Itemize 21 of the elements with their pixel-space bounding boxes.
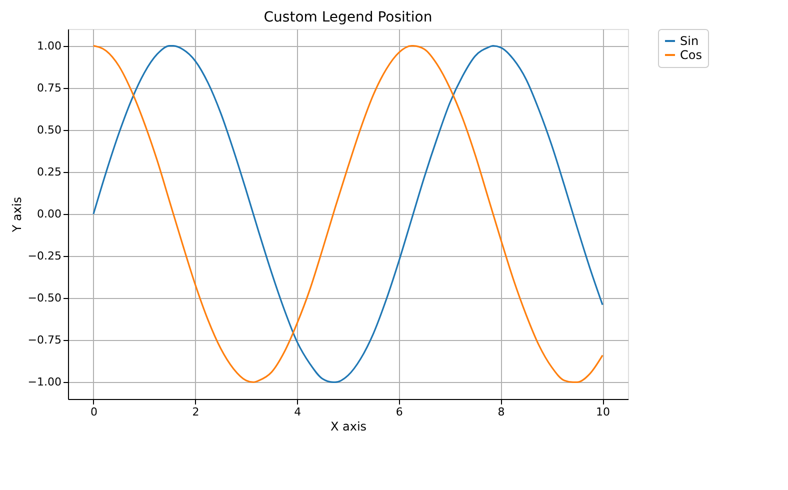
legend-label: Cos — [680, 48, 702, 62]
y-tick-label: 0.00 — [37, 208, 62, 220]
legend-label: Sin — [680, 34, 699, 48]
y-tick-label: −1.00 — [28, 376, 62, 389]
x-tick-label: 6 — [396, 406, 403, 418]
y-tick-label: 0.25 — [37, 165, 62, 178]
line-series — [92, 45, 604, 383]
x-tick-label: 4 — [294, 406, 302, 418]
chart-title: Custom Legend Position — [264, 10, 432, 26]
y-tick-label: −0.50 — [28, 292, 62, 305]
x-tick-label: 0 — [90, 406, 98, 418]
x-tick-label: 8 — [498, 406, 505, 418]
y-tick-label: 0.75 — [37, 81, 62, 94]
x-axis-title: X axis — [330, 420, 367, 434]
y-tick-label: 1.00 — [37, 39, 62, 52]
y-tick-label: −0.75 — [28, 334, 62, 347]
y-tick-label: 0.50 — [37, 123, 62, 136]
y-tick-label: −0.25 — [28, 250, 62, 263]
y-axis-title: Y axis — [10, 196, 24, 234]
x-tick-label: 2 — [192, 406, 200, 418]
x-tick-label: 10 — [596, 406, 610, 418]
